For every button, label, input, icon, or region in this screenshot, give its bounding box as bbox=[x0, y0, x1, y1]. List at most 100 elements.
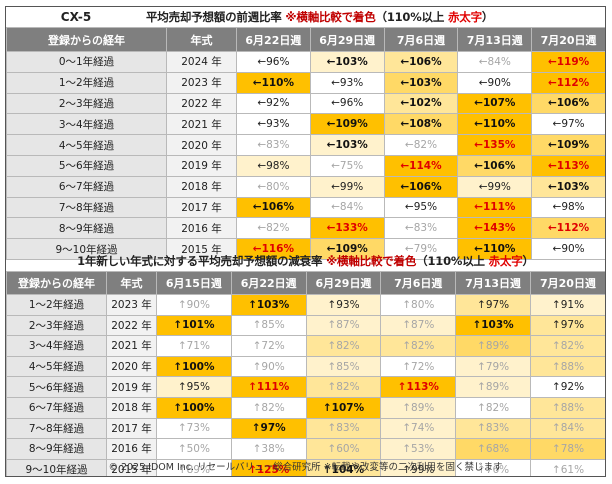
ratio-cell: ↑85% bbox=[305, 355, 382, 378]
table1-row: 7～8年経過 2017 年 ←106% ←84% ←95% ←111% ←98% bbox=[6, 196, 605, 219]
model-year: 2017 年 bbox=[106, 417, 157, 440]
ratio-cell: ←103% bbox=[383, 71, 459, 94]
ratio-cell: ←133% bbox=[309, 217, 385, 240]
ratio-cell: ↑89% bbox=[455, 376, 531, 398]
ratio-cell: ←99% bbox=[457, 175, 533, 198]
ratio-cell: ←75% bbox=[309, 154, 385, 177]
ratio-cell: ←106% bbox=[236, 196, 311, 219]
ratio-cell: ←84% bbox=[309, 196, 385, 219]
table2-row: 4～5年経過 2020 年 ↑100% ↑90% ↑85% ↑72% ↑79% ↑88% bbox=[6, 355, 605, 378]
table1-title-close: ） bbox=[481, 10, 494, 24]
elapsed-label: 7～8年経過 bbox=[6, 417, 107, 440]
table1-title-note: ※横軸比較で着色 bbox=[285, 10, 376, 24]
model-year: 2019 年 bbox=[106, 376, 157, 398]
model-year: 2015 年 bbox=[106, 458, 157, 476]
ratio-cell: ↑100% bbox=[156, 355, 232, 378]
table2-row: 3～4年経過 2021 年 ↑71% ↑72% ↑82% ↑82% ↑89% ↑82% bbox=[6, 335, 605, 357]
elapsed-label: 5～6年経過 bbox=[6, 154, 167, 177]
model-year: 2022 年 bbox=[166, 92, 237, 115]
table2-row: 6～7年経過 2018 年 ↑100% ↑82% ↑107% ↑89% ↑82% ↑88% bbox=[6, 396, 605, 419]
ratio-cell: ←108% bbox=[383, 113, 459, 136]
ratio-cell: ←106% bbox=[531, 92, 605, 115]
ratio-cell: ↑82% bbox=[380, 335, 457, 357]
ratio-cell: ↑97% bbox=[529, 314, 605, 337]
table2-header-week: 6月29日週 bbox=[305, 271, 382, 295]
ratio-cell: ↑85% bbox=[230, 314, 307, 337]
ratio-cell: ↑74% bbox=[380, 417, 457, 440]
ratio-cell: ←112% bbox=[531, 71, 605, 94]
model-year: 2018 年 bbox=[106, 396, 157, 419]
model-year: 2015 年 bbox=[166, 238, 237, 260]
decay-rate-table: 登録からの経年 年式 6月15日週 6月22日週 6月29日週 7月6日週 7月… bbox=[6, 271, 605, 476]
elapsed-label: 0～1年経過 bbox=[6, 51, 167, 73]
table2-header-week: 7月20日週 bbox=[529, 271, 605, 295]
table2-header-week: 6月15日週 bbox=[156, 271, 232, 295]
model-year: 2020 年 bbox=[166, 134, 237, 156]
ratio-cell: ←96% bbox=[309, 92, 385, 115]
ratio-cell: ↑87% bbox=[380, 314, 457, 337]
elapsed-label: 2～3年経過 bbox=[6, 92, 167, 115]
model-year: 2021 年 bbox=[166, 113, 237, 136]
table2-row: 2～3年経過 2022 年 ↑101% ↑85% ↑87% ↑87% ↑103% ↑97% bbox=[6, 314, 605, 337]
ratio-cell: ↑61% bbox=[529, 458, 605, 476]
elapsed-label: 3～4年経過 bbox=[6, 113, 167, 136]
model-year: 2023 年 bbox=[166, 71, 237, 94]
ratio-cell: ↑88% bbox=[529, 355, 605, 378]
table1-row: 1～2年経過 2023 年 ←110% ←93% ←103% ←90% ←112% bbox=[6, 71, 605, 94]
table1-row: 4～5年経過 2020 年 ←83% ←103% ←82% ←135% ←109% bbox=[6, 134, 605, 156]
ratio-cell: ←99% bbox=[309, 175, 385, 198]
ratio-cell: ←110% bbox=[457, 238, 533, 260]
table1-header-week: 7月13日週 bbox=[457, 27, 533, 52]
table1-header-week: 6月29日週 bbox=[309, 27, 385, 52]
model-year: 2024 年 bbox=[166, 51, 237, 73]
elapsed-label: 9～10年経過 bbox=[6, 458, 107, 476]
model-year: 2021 年 bbox=[106, 335, 157, 357]
ratio-cell: ↑95% bbox=[156, 376, 232, 398]
ratio-cell: ↑89% bbox=[156, 458, 232, 476]
model-year: 2016 年 bbox=[166, 217, 237, 240]
model-year: 2019 年 bbox=[166, 154, 237, 177]
ratio-cell: ↑87% bbox=[305, 314, 382, 337]
table2-title: 1年新しい年式に対する平均売却予想額の減衰率 ※横軸比較で着色（110%以上 赤… bbox=[77, 253, 534, 269]
ratio-cell: ↑80% bbox=[380, 294, 457, 316]
ratio-cell: ←98% bbox=[236, 154, 311, 177]
ratio-cell: ←84% bbox=[457, 51, 533, 73]
ratio-cell: ↑89% bbox=[380, 396, 457, 419]
ratio-cell: ↑97% bbox=[455, 294, 531, 316]
model-year: 2023 年 bbox=[106, 294, 157, 316]
ratio-cell: ←82% bbox=[383, 134, 459, 156]
elapsed-label: 4～5年経過 bbox=[6, 355, 107, 378]
ratio-cell: ←106% bbox=[383, 175, 459, 198]
ratio-cell: ←103% bbox=[531, 175, 605, 198]
ratio-cell: ↑83% bbox=[305, 417, 382, 440]
table2-body: 1～2年経過 2023 年 ↑90% ↑103% ↑93% ↑80% ↑97% ↑91% 2～3… bbox=[6, 294, 605, 476]
table1-body: 0～1年経過 2024 年 ←96% ←103% ←106% ←84% ←119% 1～2年経… bbox=[6, 51, 605, 260]
ratio-cell: ←119% bbox=[531, 51, 605, 73]
ratio-cell: ↑103% bbox=[230, 294, 307, 316]
table1-row: 2～3年経過 2022 年 ←92% ←96% ←102% ←107% ←106% bbox=[6, 92, 605, 115]
ratio-cell: ↑78% bbox=[529, 438, 605, 460]
elapsed-label: 2～3年経過 bbox=[6, 314, 107, 337]
ratio-cell: ↑71% bbox=[156, 335, 232, 357]
ratio-cell: ↑83% bbox=[455, 417, 531, 440]
ratio-cell: ←79% bbox=[383, 238, 459, 260]
ratio-cell: ↑99% bbox=[380, 458, 457, 476]
table1-row: 8～9年経過 2016 年 ←82% ←133% ←83% ←143% ←112% bbox=[6, 217, 605, 240]
model-year: 2017 年 bbox=[166, 196, 237, 219]
model-year: 2016 年 bbox=[106, 438, 157, 460]
ratio-cell: ←106% bbox=[383, 51, 459, 73]
ratio-cell: ↑90% bbox=[230, 355, 307, 378]
ratio-cell: ←92% bbox=[236, 92, 311, 115]
ratio-cell: ←93% bbox=[309, 71, 385, 94]
elapsed-label: 7～8年経過 bbox=[6, 196, 167, 219]
ratio-cell: ↑84% bbox=[529, 417, 605, 440]
table1-title-main: 平均売却予想額の前週比率 bbox=[146, 10, 282, 24]
elapsed-label: 8～9年経過 bbox=[6, 217, 167, 240]
elapsed-label: 5～6年経過 bbox=[6, 376, 107, 398]
ratio-cell: ↑60% bbox=[305, 438, 382, 460]
model-name: CX-5 bbox=[60, 10, 92, 24]
ratio-cell: ↑53% bbox=[380, 438, 457, 460]
table2-row: 1～2年経過 2023 年 ↑90% ↑103% ↑93% ↑80% ↑97% ↑91% bbox=[6, 294, 605, 316]
ratio-cell: ←96% bbox=[236, 51, 311, 73]
ratio-cell: ←143% bbox=[457, 217, 533, 240]
